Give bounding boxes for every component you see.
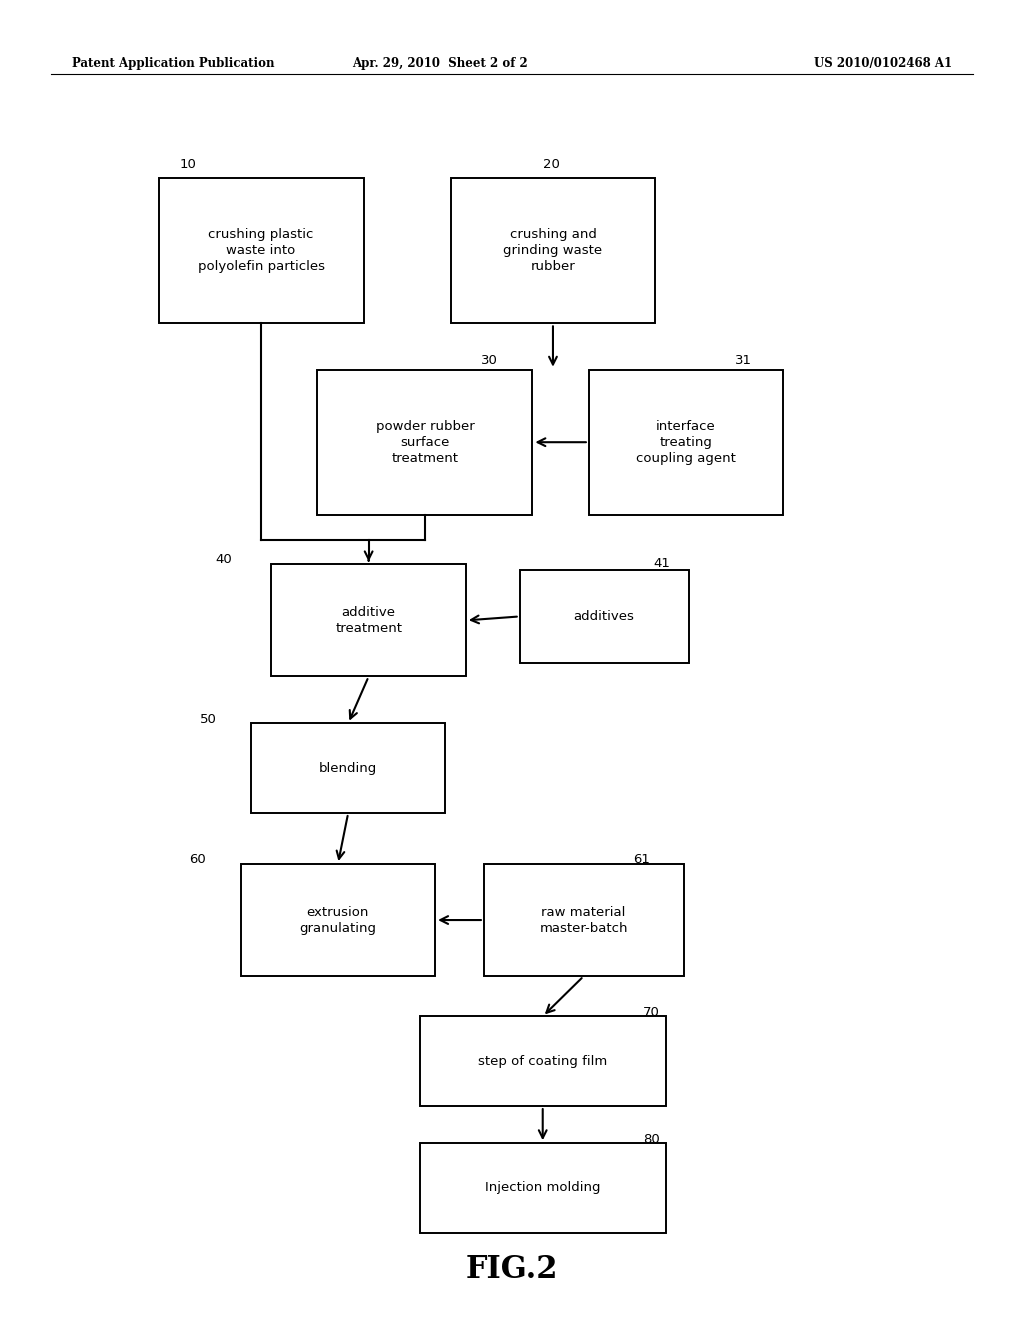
Text: 41: 41 xyxy=(653,557,670,570)
Text: US 2010/0102468 A1: US 2010/0102468 A1 xyxy=(814,57,952,70)
Text: 20: 20 xyxy=(543,158,559,172)
Text: raw material
master-batch: raw material master-batch xyxy=(540,906,628,935)
Bar xyxy=(159,178,364,323)
Text: crushing and
grinding waste
rubber: crushing and grinding waste rubber xyxy=(504,228,602,273)
Text: Injection molding: Injection molding xyxy=(485,1181,600,1195)
Text: additives: additives xyxy=(573,610,635,623)
Bar xyxy=(483,863,684,977)
Text: 40: 40 xyxy=(215,553,231,566)
Text: FIG.2: FIG.2 xyxy=(466,1254,558,1286)
Text: 80: 80 xyxy=(643,1133,659,1146)
Text: blending: blending xyxy=(319,762,377,775)
Text: crushing plastic
waste into
polyolefin particles: crushing plastic waste into polyolefin p… xyxy=(198,228,325,273)
Text: 70: 70 xyxy=(643,1006,659,1019)
Text: powder rubber
surface
treatment: powder rubber surface treatment xyxy=(376,420,474,465)
Text: step of coating film: step of coating film xyxy=(478,1055,607,1068)
Text: extrusion
granulating: extrusion granulating xyxy=(299,906,377,935)
Text: Patent Application Publication: Patent Application Publication xyxy=(72,57,274,70)
Bar xyxy=(420,1143,666,1233)
Text: Apr. 29, 2010  Sheet 2 of 2: Apr. 29, 2010 Sheet 2 of 2 xyxy=(352,57,528,70)
Bar xyxy=(420,1016,666,1106)
Bar xyxy=(589,370,783,515)
Text: 61: 61 xyxy=(633,853,649,866)
Text: 60: 60 xyxy=(189,853,206,866)
Text: 10: 10 xyxy=(179,158,196,172)
Bar xyxy=(451,178,655,323)
Bar xyxy=(317,370,532,515)
Text: 31: 31 xyxy=(735,354,753,367)
Text: interface
treating
coupling agent: interface treating coupling agent xyxy=(636,420,736,465)
Text: 30: 30 xyxy=(481,354,498,367)
Text: 50: 50 xyxy=(200,713,216,726)
Bar xyxy=(251,723,445,813)
Bar xyxy=(241,863,435,977)
Bar xyxy=(519,570,688,663)
Text: additive
treatment: additive treatment xyxy=(335,606,402,635)
Bar xyxy=(271,565,466,676)
